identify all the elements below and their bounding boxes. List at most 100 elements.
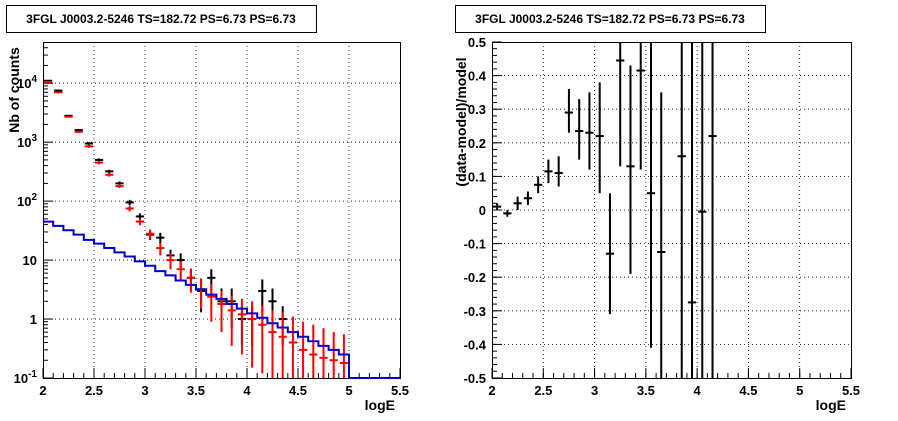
model-point — [135, 218, 144, 226]
chart-1: 3FGL J0003.2-5246 TS=182.72 PS=6.73 PS=6… — [6, 5, 409, 413]
background-step-line — [43, 220, 400, 379]
data-point — [125, 199, 134, 206]
data-point — [105, 169, 114, 173]
data-point — [646, 42, 656, 348]
y-axis-label: Nb of counts — [6, 47, 22, 133]
model-point — [176, 261, 185, 281]
x-tick-label: 2.5 — [534, 383, 552, 398]
y-tick-label: -0.1 — [464, 237, 486, 252]
data-point — [503, 210, 512, 217]
model-point — [217, 290, 226, 333]
model-point — [248, 301, 257, 368]
model-point — [207, 284, 216, 322]
model-point — [95, 160, 104, 165]
data-point — [677, 42, 686, 378]
series-layer — [43, 79, 400, 379]
model-point — [299, 321, 308, 378]
model-point — [64, 115, 73, 118]
x-tick-label: 3.5 — [637, 383, 655, 398]
series-layer — [493, 42, 717, 378]
y-tick-label: 0.5 — [468, 35, 486, 50]
y-tick-label: 10 — [23, 253, 37, 268]
model-point — [44, 80, 53, 83]
model-point — [339, 334, 348, 378]
model-point — [54, 91, 63, 94]
data-point — [493, 203, 502, 210]
y-tick-label: -0.5 — [464, 371, 486, 386]
y-tick-label: 10-1 — [14, 369, 38, 386]
data-point — [513, 196, 522, 210]
chart-title-box — [6, 5, 317, 33]
y-tick-label: 102 — [17, 192, 37, 209]
y-axis-label: (data-model)/model — [453, 57, 469, 186]
chart-title: 3FGL J0003.2-5246 TS=182.72 PS=6.73 PS=6… — [475, 12, 745, 26]
x-tick-label: 5 — [796, 383, 803, 398]
x-axis-label: logE — [365, 397, 395, 413]
y-tick-label: 103 — [17, 133, 37, 150]
data-point — [636, 42, 645, 170]
chart-title-box — [455, 5, 766, 33]
model-point — [105, 172, 114, 177]
data-point — [156, 232, 165, 244]
y-tick-label: 0.2 — [468, 136, 486, 151]
chart-2: 3FGL J0003.2-5246 TS=182.72 PS=6.73 PS=6… — [453, 5, 860, 413]
plot-frame — [492, 42, 852, 379]
x-tick-label: 5.5 — [842, 383, 860, 398]
data-point — [595, 82, 604, 194]
data-point — [698, 42, 707, 378]
data-point — [523, 191, 533, 205]
model-point — [146, 229, 155, 239]
model-point — [115, 184, 124, 188]
x-tick-label: 2 — [488, 383, 495, 398]
model-point — [156, 242, 165, 256]
x-tick-label: 3 — [141, 383, 148, 398]
x-tick-label: 4 — [694, 383, 702, 398]
model-point — [186, 268, 195, 293]
data-point — [708, 42, 717, 378]
model-point — [309, 324, 318, 378]
x-tick-label: 2.5 — [85, 383, 103, 398]
data-point — [534, 176, 543, 194]
data-point — [575, 99, 584, 160]
y-tick-label: 104 — [17, 74, 37, 91]
model-point — [288, 316, 297, 378]
data-point — [554, 156, 563, 187]
x-tick-label: 4.5 — [739, 383, 757, 398]
data-point — [564, 89, 574, 133]
y-tick-label: -0.4 — [464, 337, 487, 352]
data-point — [585, 92, 594, 170]
model-point — [74, 130, 83, 133]
data-point — [657, 92, 666, 378]
x-tick-label: 5 — [345, 383, 352, 398]
data-point — [687, 42, 697, 378]
data-point — [616, 42, 625, 167]
model-point — [166, 253, 175, 270]
model-point — [268, 310, 277, 378]
x-tick-label: 3.5 — [187, 383, 205, 398]
y-tick-label: 0 — [479, 203, 486, 218]
model-point — [84, 144, 93, 148]
y-tick-label: 0.1 — [468, 169, 486, 184]
data-point — [544, 159, 553, 184]
y-tick-label: 0.4 — [468, 69, 487, 84]
model-point — [278, 312, 287, 378]
model-point — [197, 278, 206, 309]
x-tick-label: 4.5 — [289, 383, 307, 398]
x-tick-label: 2 — [39, 383, 46, 398]
model-point — [125, 205, 134, 212]
model-point — [237, 298, 246, 355]
model-point — [258, 305, 267, 374]
y-tick-label: -0.2 — [464, 270, 486, 285]
y-tick-label: 1 — [30, 312, 37, 327]
model-point — [319, 328, 328, 378]
x-axis-label: logE — [816, 397, 846, 413]
x-tick-label: 5.5 — [391, 383, 409, 398]
data-point — [84, 142, 93, 145]
model-point — [329, 332, 338, 378]
x-tick-label: 3 — [591, 383, 598, 398]
data-point — [605, 193, 615, 315]
y-tick-label: -0.3 — [464, 304, 486, 319]
data-point — [626, 65, 635, 274]
